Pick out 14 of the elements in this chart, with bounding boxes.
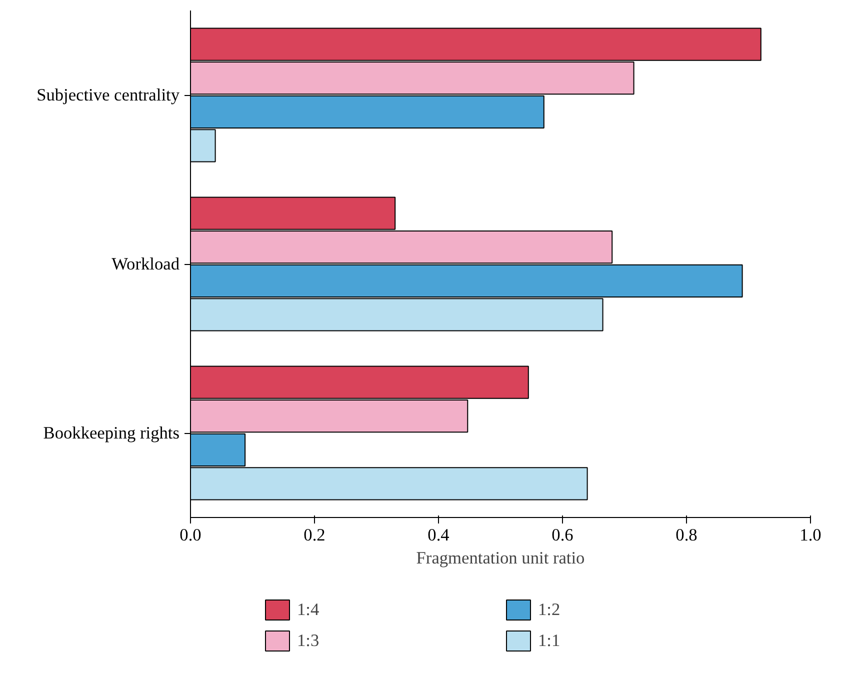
x-tick-label: 0.2 (304, 526, 326, 544)
legend-label: 1:1 (538, 630, 562, 650)
y-tick-label: Bookkeeping rights (43, 424, 180, 442)
legend-label: 1:3 (297, 630, 320, 650)
x-tick-label: 1.0 (800, 526, 822, 544)
x-axis-title: Fragmentation unit ratio (416, 548, 585, 568)
x-tick-label: 0.6 (552, 526, 574, 544)
legend-label: 1:2 (538, 600, 562, 620)
y-tick-label: Subjective centrality (36, 86, 180, 104)
legend-label: 1:4 (297, 600, 320, 620)
y-tick-label: Workload (112, 254, 180, 274)
x-tick-label: 0.4 (428, 526, 450, 544)
x-tick-label: 0.8 (676, 526, 698, 544)
x-tick-label: 0.0 (180, 526, 202, 544)
